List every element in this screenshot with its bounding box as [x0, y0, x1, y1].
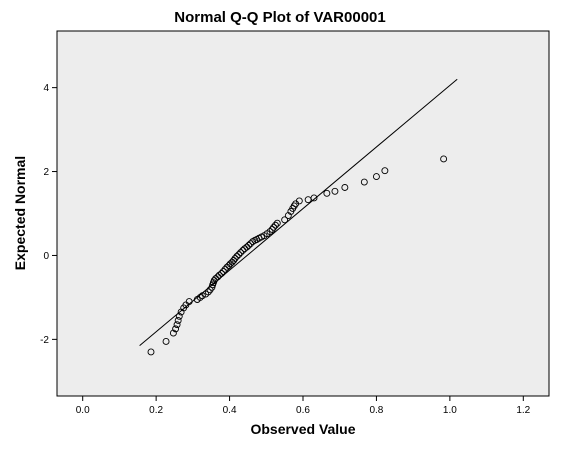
data-point — [218, 270, 225, 277]
x-tick-label: 0.2 — [149, 405, 163, 416]
x-tick-label: 1.0 — [443, 405, 457, 416]
y-tick-label: -2 — [40, 335, 49, 346]
x-tick-label: 0.6 — [296, 405, 310, 416]
y-axis-label: Expected Normal — [12, 156, 28, 270]
data-point — [331, 187, 339, 195]
data-point — [247, 240, 254, 248]
data-point — [169, 329, 177, 337]
data-point — [272, 221, 279, 229]
data-point — [241, 245, 249, 253]
chart-title: Normal Q-Q Plot of VAR00001 — [174, 9, 385, 26]
data-point — [173, 321, 181, 329]
data-point — [219, 267, 227, 275]
data-point — [175, 312, 183, 320]
data-point — [310, 194, 318, 202]
data-point — [230, 257, 238, 264]
x-axis-label: Observed Value — [250, 421, 355, 437]
x-tick-label: 0.8 — [369, 405, 383, 416]
data-point — [245, 241, 253, 249]
x-axis: 0.0 0.2 0.4 0.6 0.8 1.0 1.2 — [76, 396, 531, 416]
data-point — [341, 184, 349, 191]
data-point — [172, 325, 180, 333]
data-point — [147, 348, 155, 356]
data-point — [162, 338, 170, 345]
plot-area — [56, 30, 550, 397]
data-point — [196, 293, 204, 301]
data-point — [266, 228, 274, 235]
x-tick-label: 0.0 — [76, 405, 90, 416]
data-point — [281, 216, 289, 224]
data-point — [215, 271, 223, 279]
y-tick-label: 2 — [43, 167, 49, 178]
data-point — [204, 288, 212, 296]
data-point — [235, 251, 243, 259]
data-point — [221, 265, 229, 273]
x-tick-label: 1.2 — [516, 405, 530, 416]
y-tick-label: 4 — [43, 83, 49, 94]
data-point — [198, 292, 206, 300]
data-point — [210, 277, 218, 285]
x-tick-label: 0.4 — [223, 405, 237, 416]
data-point — [268, 225, 276, 233]
y-tick-label: 0 — [43, 251, 49, 262]
data-point — [323, 189, 331, 197]
data-point — [290, 202, 298, 210]
data-point — [273, 219, 281, 227]
data-point — [440, 155, 448, 163]
data-point — [174, 317, 182, 324]
data-point — [360, 178, 368, 186]
data-point — [372, 173, 380, 181]
data-point — [231, 254, 239, 262]
data-point — [270, 223, 278, 231]
data-point — [381, 167, 389, 175]
data-point — [233, 252, 241, 260]
data-point — [295, 197, 303, 205]
data-points — [147, 155, 448, 356]
data-point — [185, 298, 193, 306]
data-point — [239, 246, 247, 254]
data-point — [237, 249, 245, 256]
y-axis: -2 0 2 4 — [40, 83, 57, 346]
